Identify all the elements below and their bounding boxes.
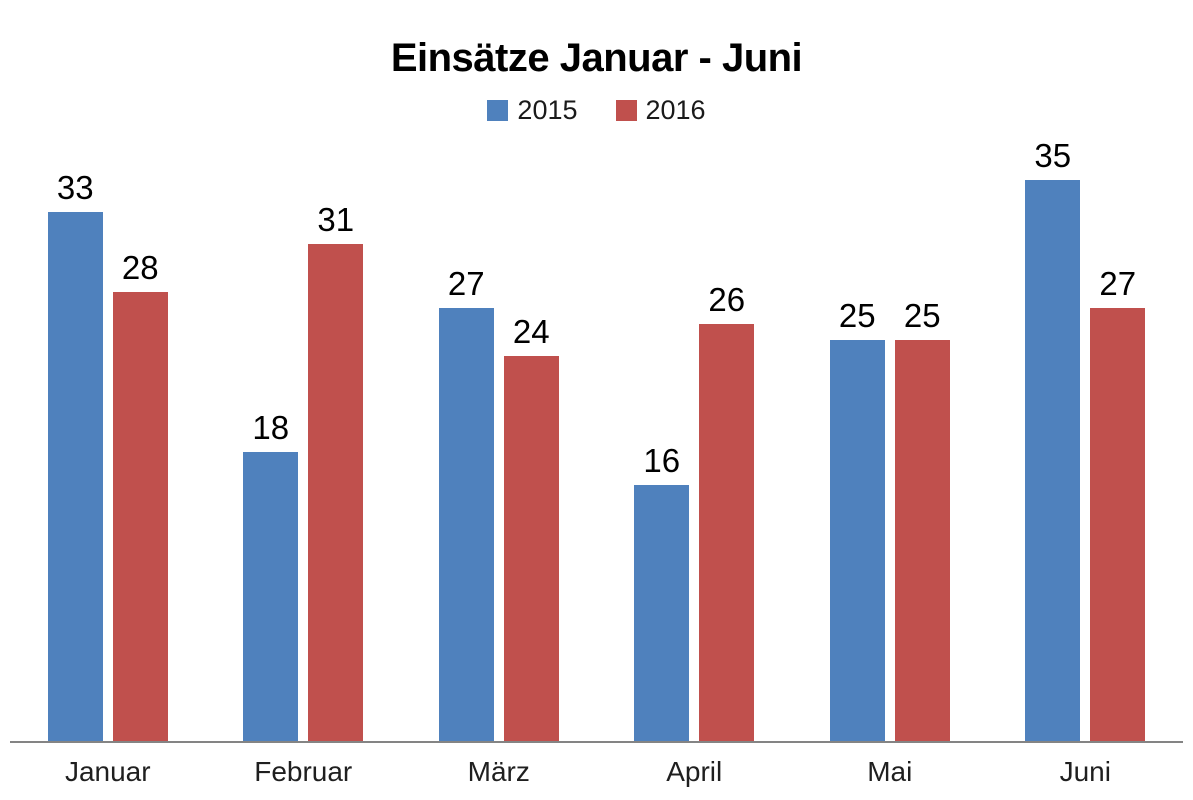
bar-wrap-2015: 18 <box>243 150 299 741</box>
bar-2015 <box>47 212 103 741</box>
bar-value-label: 31 <box>317 201 355 239</box>
x-axis-label: Februar <box>254 756 353 787</box>
bar-wrap-2015: 33 <box>47 150 103 741</box>
bar-wrap-2016: 31 <box>308 150 364 741</box>
bar-wrap-2016: 26 <box>699 150 755 741</box>
plot-groups: 33 28 18 31 27 24 16 26 25 25 35 27 <box>10 139 1184 743</box>
bar-wrap-2016: 28 <box>112 150 168 741</box>
bar-wrap-2015: 25 <box>829 150 885 741</box>
bar-2016 <box>308 244 364 741</box>
legend-label-2016: 2016 <box>645 95 706 125</box>
bar-value-label: 33 <box>56 169 94 207</box>
bar-value-label: 16 <box>643 442 681 480</box>
bar-wrap-2016: 25 <box>894 150 950 741</box>
legend-swatch-2015 <box>487 100 509 121</box>
bar-2015 <box>438 308 494 741</box>
bar-wrap-2016: 27 <box>1090 150 1146 741</box>
bar-2015 <box>1025 180 1081 741</box>
bar-wrap-2016: 24 <box>503 150 559 741</box>
bar-value-label: 35 <box>1034 137 1072 175</box>
chart-title: Einsätze Januar - Juni <box>390 36 803 80</box>
bar-group: 16 26 <box>597 150 793 741</box>
bar-value-label: 25 <box>903 297 941 335</box>
plot-area: 33 28 18 31 27 24 16 26 25 25 35 27 Januar Februar Mä… <box>10 139 1184 788</box>
bar-2016 <box>1090 308 1146 741</box>
bar-group: 27 24 <box>401 150 597 741</box>
bar-value-label: 27 <box>1099 265 1137 303</box>
legend-label-2015: 2015 <box>517 95 578 125</box>
legend-item-2015: 2015 <box>487 95 578 126</box>
x-axis-labels: Januar Februar März April Mai Juni <box>10 743 1183 788</box>
bar-group: 33 28 <box>10 150 206 741</box>
bar-wrap-2015: 35 <box>1025 139 1081 741</box>
legend-item-2016: 2016 <box>615 95 706 126</box>
bar-2016 <box>699 324 755 741</box>
bar-group: 18 31 <box>206 150 402 741</box>
bar-2016 <box>894 340 950 741</box>
bar-group: 25 25 <box>792 150 988 741</box>
bar-2016 <box>112 292 168 741</box>
bar-group: 35 27 <box>988 139 1184 741</box>
x-axis-label: Januar <box>64 756 151 787</box>
bar-2015 <box>829 340 885 741</box>
x-axis-label: März <box>467 756 530 787</box>
bar-2015 <box>243 452 299 741</box>
bar-2016 <box>503 356 559 741</box>
x-axis-label: April <box>666 756 723 787</box>
bar-value-label: 28 <box>121 249 159 287</box>
bar-value-label: 25 <box>838 297 876 335</box>
x-axis-label: Juni <box>1059 756 1111 787</box>
bar-value-label: 27 <box>447 265 485 303</box>
chart-legend: 2015 2016 <box>0 95 1193 126</box>
bar-wrap-2015: 16 <box>634 150 690 741</box>
bar-2015 <box>634 485 690 741</box>
bar-value-label: 18 <box>252 409 290 447</box>
bar-wrap-2015: 27 <box>438 150 494 741</box>
bar-value-label: 24 <box>512 313 550 351</box>
legend-swatch-2016 <box>615 100 637 121</box>
x-axis-label: Mai <box>867 756 913 787</box>
bar-value-label: 26 <box>708 281 746 319</box>
